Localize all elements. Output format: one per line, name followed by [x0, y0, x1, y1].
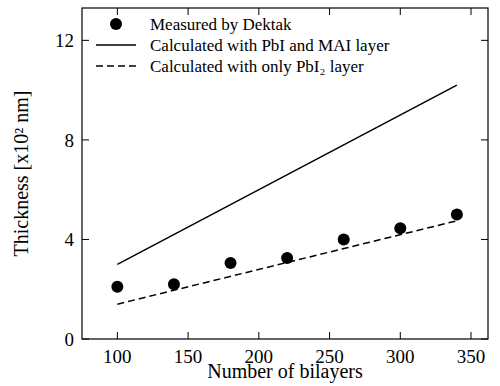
- x-tick: [400, 332, 401, 339]
- x-tick-label: 100: [103, 346, 132, 367]
- data-point: [168, 278, 180, 290]
- y-tick-right: [481, 239, 488, 240]
- y-tick-label: 12: [55, 30, 74, 51]
- x-tick-top: [329, 8, 330, 15]
- series-line: [117, 221, 457, 304]
- y-tick-label: 8: [65, 130, 75, 151]
- x-tick-top: [258, 8, 259, 15]
- legend-label: Calculated with only PbI₂ layer: [150, 57, 364, 76]
- x-tick-top: [188, 8, 189, 15]
- y-tick: [82, 239, 89, 240]
- x-tick: [188, 332, 189, 339]
- y-tick: [82, 139, 89, 140]
- x-axis-label: Number of bilayers: [207, 360, 363, 383]
- y-tick-label: 4: [65, 229, 75, 250]
- x-tick: [258, 332, 259, 339]
- y-tick-label: 0: [65, 329, 75, 350]
- marks: [111, 85, 463, 304]
- y-tick-right: [481, 40, 488, 41]
- data-point: [338, 233, 350, 245]
- x-tick-top: [117, 8, 118, 15]
- x-tick-label: 150: [174, 346, 203, 367]
- x-tick-label: 300: [386, 346, 415, 367]
- data-point: [394, 222, 406, 234]
- data-point: [225, 257, 237, 269]
- plot-frame: [82, 8, 488, 339]
- y-axis-label: Thickness [x10² nm]: [10, 91, 32, 257]
- y-tick-right: [481, 139, 488, 140]
- x-tick-top: [471, 8, 472, 15]
- legend-label: Calculated with PbI and MAI layer: [150, 36, 390, 55]
- legend-label: Measured by Dektak: [150, 15, 292, 34]
- data-point: [281, 252, 293, 264]
- series-line: [117, 85, 457, 264]
- chart: 10015020025030035004812Number of bilayer…: [0, 0, 500, 386]
- y-tick: [82, 40, 89, 41]
- legend-swatch: [96, 65, 136, 67]
- x-tick-label: 350: [457, 346, 486, 367]
- x-tick: [329, 332, 330, 339]
- x-tick: [471, 332, 472, 339]
- x-tick-top: [400, 8, 401, 15]
- legend-swatch: [96, 44, 136, 46]
- x-tick: [117, 332, 118, 339]
- legend-swatch: [110, 18, 122, 30]
- data-point: [451, 209, 463, 221]
- data-point: [111, 281, 123, 293]
